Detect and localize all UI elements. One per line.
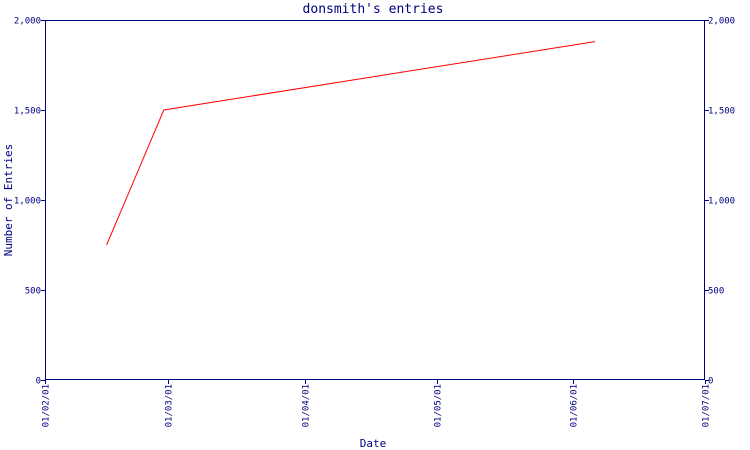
y-tick-left-label: 500 <box>25 287 41 297</box>
y-tick-right-label: 0 <box>708 377 713 387</box>
y-tick-left-label: 1,000 <box>14 197 41 207</box>
x-tick-label: 01/05/01 <box>434 384 444 427</box>
x-tick-label: 01/02/01 <box>42 384 52 427</box>
chart-title: donsmith's entries <box>303 2 444 17</box>
x-axis-label: Date <box>360 437 387 450</box>
series-layer <box>106 41 596 246</box>
left-y-axis: 0 500 1,000 1,500 2,000 <box>14 17 45 387</box>
y-tick-left-label: 0 <box>36 377 41 387</box>
y-axis-label: Number of Entries <box>2 144 15 257</box>
right-y-axis: 0 500 1,000 1,500 2,000 <box>705 17 735 387</box>
y-tick-right-label: 2,000 <box>708 17 735 27</box>
y-tick-right-label: 500 <box>708 287 724 297</box>
x-tick-label: 01/04/01 <box>302 384 312 427</box>
x-tick-label: 01/03/01 <box>165 384 175 427</box>
y-tick-right-label: 1,500 <box>708 107 735 117</box>
series-line <box>106 41 596 246</box>
x-tick-label: 01/07/01 <box>702 384 712 427</box>
y-tick-right-label: 1,000 <box>708 197 735 207</box>
plot-frame <box>45 20 705 380</box>
y-tick-left-label: 2,000 <box>14 17 41 27</box>
x-axis: 01/02/01 01/03/01 01/04/01 01/05/01 01/06/01… <box>42 380 712 427</box>
x-tick-label: 01/06/01 <box>570 384 580 427</box>
y-tick-left-label: 1,500 <box>14 107 41 117</box>
